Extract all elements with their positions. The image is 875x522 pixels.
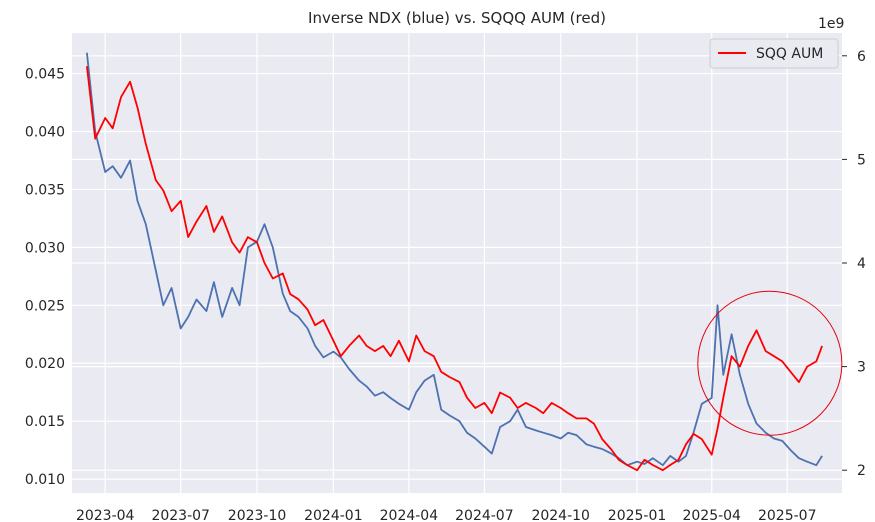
x-tick-label: 2024-01 <box>304 508 363 522</box>
chart-title: Inverse NDX (blue) vs. SQQQ AUM (red) <box>308 9 606 27</box>
x-tick-label: 2023-10 <box>228 508 287 522</box>
series-layer <box>86 52 823 472</box>
y-left-tick-label: 0.035 <box>25 182 65 198</box>
x-tick-label: 2023-04 <box>76 508 135 522</box>
x-tick-label: 2023-07 <box>151 508 210 522</box>
legend: SQQ AUM <box>709 38 839 69</box>
y-right-tick-label: 4 <box>857 256 866 272</box>
x-tick-label: 2025-01 <box>608 508 667 522</box>
right-axis-multiplier: 1e9 <box>818 16 844 32</box>
y-right-tick-label: 5 <box>857 152 866 168</box>
y-axis-right-ticks: 2 3 4 5 6 <box>842 49 866 479</box>
y-left-tick-label: 0.030 <box>25 240 65 256</box>
y-left-tick-label: 0.045 <box>25 67 65 83</box>
series-line-sqq-aum <box>86 66 823 472</box>
y-left-tick-label: 0.010 <box>25 472 65 488</box>
annotation-layer <box>697 290 843 436</box>
x-tick-label: 2025-04 <box>682 508 741 522</box>
x-tick-label: 2024-07 <box>455 508 514 522</box>
series-line-inverse-ndx <box>86 52 823 467</box>
y-left-tick-label: 0.015 <box>25 414 65 430</box>
legend-label-sqq-aum: SQQ AUM <box>756 46 823 62</box>
y-axis-left-ticks: 0.010 0.015 0.020 0.025 0.030 0.035 0.040 0.045 <box>25 67 65 489</box>
x-tick-label: 2025-07 <box>758 508 817 522</box>
y-right-tick-label: 2 <box>857 463 866 479</box>
y-left-tick-label: 0.040 <box>25 124 65 140</box>
x-tick-label: 2024-04 <box>380 508 439 522</box>
y-left-tick-label: 0.020 <box>25 356 65 372</box>
y-right-tick-label: 3 <box>857 360 866 376</box>
x-tick-label: 2024-10 <box>531 508 590 522</box>
legend-box <box>709 38 839 69</box>
y-left-tick-label: 0.025 <box>25 298 65 314</box>
y-right-tick-label: 6 <box>857 49 866 65</box>
x-axis-ticks: 2023-04 2023-07 2023-10 2024-01 2024-04 2024-… <box>76 508 817 522</box>
highlight-circle <box>697 290 843 436</box>
